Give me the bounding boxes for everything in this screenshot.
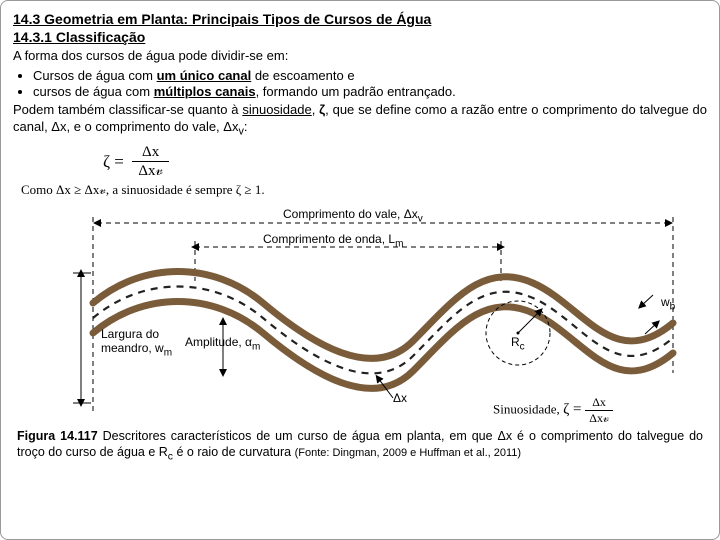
- figure-caption: Figura 14.117 Descritores característico…: [17, 429, 703, 463]
- como-line: Como Δx ≥ Δx𝓋, a sinuosidade é sempre ζ …: [21, 182, 707, 199]
- wb-label: wb: [661, 295, 675, 312]
- formula-zeta: ζ = Δx Δx𝓋: [103, 144, 707, 180]
- list-item: cursos de água com múltiplos canais, for…: [33, 84, 707, 99]
- valley-length-label: Comprimento do vale, Δxv: [283, 207, 423, 224]
- intro-list: Cursos de água com um único canal de esc…: [13, 68, 707, 99]
- sinuosity-formula-label: Sinuosidade, ζ = Δx Δx𝓋: [493, 395, 613, 426]
- intro-line: A forma dos cursos de água pode dividir-…: [13, 48, 707, 65]
- para-sinuosity: Podem também classificar-se quanto à sin…: [13, 102, 707, 139]
- rc-label: Rc: [511, 335, 525, 352]
- dx-label: Δx: [393, 391, 407, 405]
- subsection-heading: 14.3.1 Classificação: [13, 29, 707, 45]
- meander-diagram: Comprimento do vale, Δxv Comprimento de …: [13, 203, 709, 423]
- list-item: Cursos de água com um único canal de esc…: [33, 68, 707, 83]
- section-heading: 14.3 Geometria em Planta: Principais Tip…: [13, 11, 707, 27]
- wavelength-label: Comprimento de onda, Lm: [263, 232, 403, 249]
- amplitude-label: Amplitude, αm: [185, 335, 260, 352]
- meander-width-label: Largura do meandro, wm: [101, 328, 172, 358]
